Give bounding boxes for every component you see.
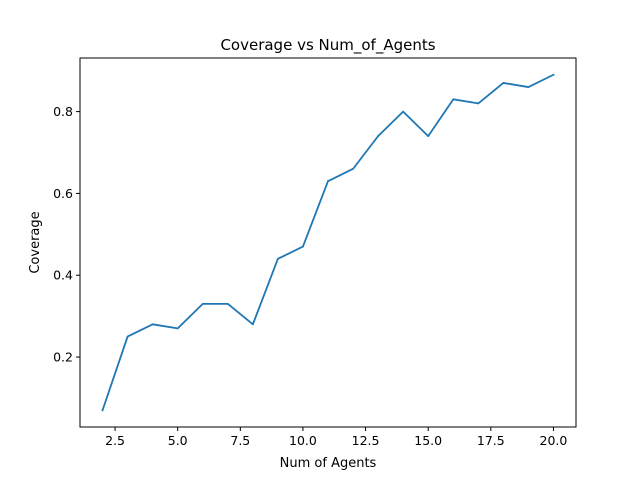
data-point xyxy=(402,110,405,113)
y-axis: 0.2 0.4 0.6 0.8 xyxy=(53,104,80,365)
data-point xyxy=(226,302,229,305)
series-layer xyxy=(101,73,555,412)
x-tick-label: 17.5 xyxy=(477,433,505,448)
data-point xyxy=(552,73,555,76)
x-axis: 2.5 5.0 7.5 10.0 12.5 15.0 17.5 20.0 xyxy=(105,427,567,448)
data-point xyxy=(251,323,254,326)
x-tick-label: 7.5 xyxy=(230,433,250,448)
data-point xyxy=(327,180,329,183)
data-point xyxy=(101,409,104,412)
data-point xyxy=(427,135,430,138)
data-point xyxy=(201,302,204,305)
data-point xyxy=(527,86,530,88)
data-point xyxy=(176,327,179,330)
data-point xyxy=(452,98,455,101)
data-point xyxy=(502,82,505,84)
x-tick-label: 12.5 xyxy=(352,433,380,448)
x-tick-label: 5.0 xyxy=(168,433,188,448)
y-tick-label: 0.2 xyxy=(53,350,73,365)
data-point xyxy=(477,102,480,105)
data-point xyxy=(151,323,154,326)
data-point xyxy=(377,135,379,138)
x-tick-label: 2.5 xyxy=(105,433,125,448)
data-point xyxy=(352,167,354,170)
x-tick-label: 10.0 xyxy=(289,433,317,448)
chart-title: Coverage vs Num_of_Agents xyxy=(220,36,435,55)
axes-frame xyxy=(79,57,577,428)
data-point xyxy=(302,245,304,248)
x-tick-label: 20.0 xyxy=(540,433,568,448)
x-axis-title: Num of Agents xyxy=(280,456,377,471)
x-tick-label: 15.0 xyxy=(414,433,442,448)
y-tick-label: 0.4 xyxy=(53,268,73,283)
data-point xyxy=(126,335,129,338)
data-point xyxy=(277,257,279,260)
y-tick-label: 0.8 xyxy=(53,104,73,119)
y-tick-label: 0.6 xyxy=(53,186,73,201)
y-axis-title: Coverage xyxy=(28,211,43,273)
